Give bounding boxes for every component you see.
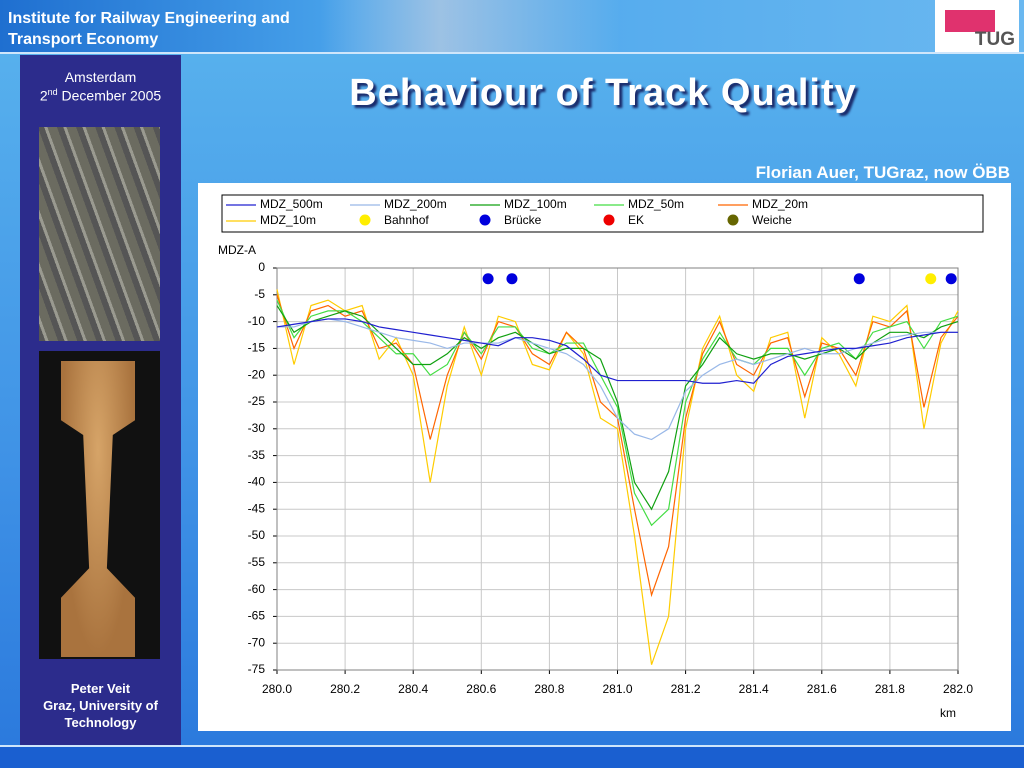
y-tick-label: -5 bbox=[254, 287, 265, 301]
legend-label: MDZ_500m bbox=[260, 197, 323, 211]
legend-marker bbox=[727, 214, 739, 226]
y-tick-label: -25 bbox=[248, 394, 266, 408]
y-tick-label: -20 bbox=[248, 367, 266, 381]
x-tick-label: 280.2 bbox=[330, 682, 360, 696]
series-line bbox=[277, 318, 958, 441]
footer-bar bbox=[0, 745, 1024, 768]
x-axis-label: km bbox=[940, 706, 956, 720]
marker bbox=[853, 273, 865, 285]
x-tick-label: 281.4 bbox=[739, 682, 769, 696]
slide-title: Behaviour of Track Quality bbox=[349, 72, 857, 114]
x-tick-label: 280.8 bbox=[534, 682, 564, 696]
y-tick-label: -70 bbox=[248, 635, 266, 649]
legend-marker bbox=[603, 214, 615, 226]
credit: Florian Auer, TUGraz, now ÖBB bbox=[755, 163, 1010, 182]
y-tick-label: -40 bbox=[248, 475, 266, 489]
y-tick-label: -50 bbox=[248, 528, 266, 542]
banner-image bbox=[320, 0, 620, 52]
y-tick-label: -60 bbox=[248, 582, 266, 596]
presenter: Peter Veit bbox=[70, 681, 131, 696]
rail-photo bbox=[39, 351, 160, 659]
x-tick-label: 281.8 bbox=[875, 682, 905, 696]
city: Amsterdam bbox=[64, 69, 137, 85]
legend-marker bbox=[479, 214, 491, 226]
legend-label: MDZ_200m bbox=[384, 197, 447, 211]
plot-frame bbox=[276, 267, 959, 671]
marker bbox=[925, 273, 937, 285]
legend-label: Weiche bbox=[752, 213, 792, 227]
x-tick-label: 282.0 bbox=[943, 682, 973, 696]
legend-label: MDZ_10m bbox=[260, 213, 316, 227]
y-tick-label: -55 bbox=[248, 555, 266, 569]
y-axis-label: MDZ-A bbox=[218, 243, 256, 257]
legend-label: Bahnhof bbox=[384, 213, 429, 227]
y-tick-label: -15 bbox=[248, 341, 266, 355]
y-tick-label: -45 bbox=[248, 501, 266, 515]
marker bbox=[506, 273, 518, 285]
y-tick-label: -65 bbox=[248, 609, 266, 623]
x-tick-label: 281.6 bbox=[807, 682, 837, 696]
banner bbox=[0, 0, 1024, 54]
legend-label: MDZ_20m bbox=[752, 197, 808, 211]
y-tick-label: -30 bbox=[248, 421, 266, 435]
x-tick-label: 280.4 bbox=[398, 682, 428, 696]
logo: TUG bbox=[935, 0, 1019, 52]
marker bbox=[945, 273, 957, 285]
x-tick-label: 280.0 bbox=[262, 682, 292, 696]
logo-text: TUG bbox=[974, 29, 1015, 50]
day: 2 bbox=[39, 87, 48, 104]
y-tick-label: -75 bbox=[248, 662, 266, 676]
chart: MDZ-A km 0 -5 -10 -15 -20 -25 -30 -35 -40 -45 -50 -… bbox=[198, 183, 1011, 731]
y-tick-label: 0 bbox=[258, 260, 265, 274]
x-tick-label: 281.0 bbox=[602, 682, 632, 696]
institute: Institute for Railway Engineering and Tr… bbox=[8, 10, 290, 48]
legend-label: Brücke bbox=[504, 213, 542, 227]
legend-box bbox=[221, 194, 984, 233]
legend-label: EK bbox=[628, 213, 644, 227]
sidebar: Amsterdam 2nd December 2005 Peter Veit G… bbox=[20, 55, 181, 745]
affiliation: Graz, University of Technology bbox=[43, 698, 158, 730]
series-line bbox=[276, 318, 958, 384]
legend-label: MDZ_50m bbox=[628, 197, 684, 211]
legend-marker bbox=[359, 214, 371, 226]
date: 2nd December 2005 bbox=[20, 87, 181, 104]
y-tick-label: -10 bbox=[248, 314, 266, 328]
x-tick-label: 280.6 bbox=[466, 682, 496, 696]
day-suffix: nd bbox=[47, 87, 58, 97]
month-year: December 2005 bbox=[61, 87, 162, 104]
x-tick-label: 281.2 bbox=[671, 682, 701, 696]
marker bbox=[482, 273, 494, 285]
track-photo bbox=[39, 127, 160, 341]
legend-label: MDZ_100m bbox=[504, 197, 567, 211]
y-tick-label: -35 bbox=[248, 448, 266, 462]
